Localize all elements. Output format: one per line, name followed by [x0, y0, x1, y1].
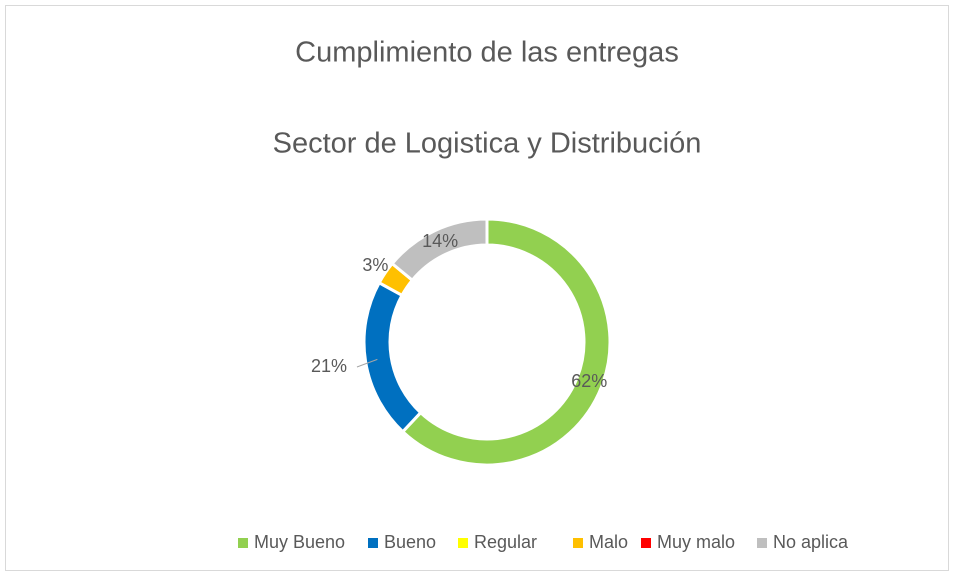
- legend-label: No aplica: [773, 532, 849, 552]
- data-label: 21%: [311, 356, 347, 376]
- chart-subtitle: Sector de Logistica y Distribución: [273, 128, 702, 160]
- legend-marker: [757, 538, 767, 548]
- donut-segment: [400, 217, 612, 467]
- legend-label: Regular: [474, 532, 537, 552]
- legend-marker: [641, 538, 651, 548]
- legend-label: Malo: [589, 532, 628, 552]
- legend-marker: [573, 538, 583, 548]
- donut-segment: [390, 217, 489, 283]
- chart-title: Cumplimiento de las entregas: [295, 37, 679, 69]
- data-label: 3%: [362, 255, 388, 275]
- legend-label: Bueno: [384, 532, 436, 552]
- legend-marker: [238, 538, 248, 548]
- data-label: 62%: [571, 371, 607, 391]
- legend-label: Muy malo: [657, 532, 735, 552]
- legend-marker: [458, 538, 468, 548]
- data-label: 14%: [422, 231, 458, 251]
- leader-line: [356, 358, 378, 368]
- chart-border: [5, 5, 949, 571]
- legend-label: Muy Bueno: [254, 532, 345, 552]
- legend-marker: [368, 538, 378, 548]
